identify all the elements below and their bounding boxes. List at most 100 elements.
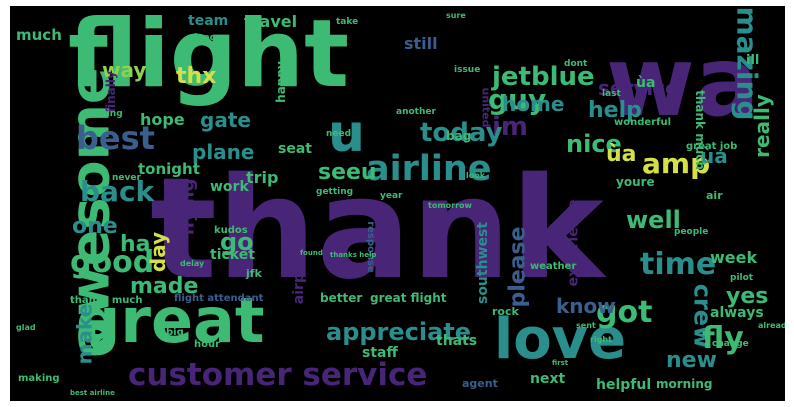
word-best-airline: best airline xyxy=(70,389,115,397)
word-better: better xyxy=(320,291,363,305)
word-look: look xyxy=(466,171,486,180)
word-know: know xyxy=(556,294,616,318)
word-ticket: ticket xyxy=(210,247,255,263)
word-need: need xyxy=(326,129,352,139)
word-wa: wa xyxy=(606,26,760,138)
word-issue: issue xyxy=(454,65,481,75)
word-airline: airline xyxy=(366,149,492,189)
word-always: always xyxy=(710,305,764,321)
word-make: make xyxy=(72,303,97,365)
word-thing: thing xyxy=(96,109,123,119)
word-seat: seat xyxy=(278,141,312,157)
word-experience: experience xyxy=(565,199,582,287)
word-much: much xyxy=(16,26,62,44)
word-hour: hour xyxy=(194,339,221,350)
word-great-flight: great flight xyxy=(370,291,447,305)
word-love: love xyxy=(494,307,627,372)
word-team: team xyxy=(188,13,229,29)
word-helpful: helpful xyxy=(596,377,652,393)
word-sent: sent xyxy=(576,321,596,330)
word-pilot: pilot xyxy=(730,273,754,283)
word-still: still xyxy=(404,34,438,53)
word-good: good xyxy=(70,245,155,280)
word-gate: gate xyxy=(200,108,251,132)
word-thanks-help: thanks help xyxy=(330,251,377,259)
word-great: great xyxy=(76,284,265,357)
word-really: really xyxy=(749,94,774,158)
word-wonderful: wonderful xyxy=(614,117,671,128)
word-trip: trip xyxy=(246,168,279,187)
word-tonight: tonight xyxy=(138,160,200,178)
word-go: go xyxy=(220,228,254,256)
word-made: made xyxy=(130,274,199,299)
word-year: year xyxy=(380,191,403,201)
word-change: change xyxy=(712,339,749,349)
word-home: home xyxy=(502,92,565,116)
word-u: u xyxy=(328,104,366,164)
word-best: best xyxy=(76,119,155,157)
word-yes: yes xyxy=(726,284,769,309)
word-week: week xyxy=(710,248,758,267)
word-im: im xyxy=(492,112,529,142)
word-way: way xyxy=(102,58,147,82)
word-customer-service: customer service xyxy=(128,357,428,393)
word-great-job: great job xyxy=(686,141,738,152)
word-right: right xyxy=(590,335,612,344)
word-ha: ha xyxy=(120,232,151,257)
word-found: found xyxy=(300,249,323,257)
word-day: day xyxy=(146,231,171,273)
word-happy: happy xyxy=(273,61,288,103)
word-cloud: thank flight wa awesome great love u air… xyxy=(10,6,785,401)
word-ill: ill xyxy=(746,53,760,68)
word-take: take xyxy=(336,17,359,27)
word-long: long xyxy=(194,33,217,43)
word-help: help xyxy=(588,98,642,123)
word-next: next xyxy=(530,371,566,387)
word-guy: guy xyxy=(488,83,547,116)
word-last: last xyxy=(602,89,621,99)
word-service: service xyxy=(598,76,679,100)
word-tomorrow: tomorrow xyxy=(428,201,472,210)
word-youre: youre xyxy=(616,175,655,189)
word-glad: glad xyxy=(16,323,36,332)
word-flight: flight xyxy=(68,6,350,109)
word-never: never xyxy=(112,173,141,183)
word-thanks-much: thanks much xyxy=(70,295,143,306)
word-well: well xyxy=(626,206,681,234)
word-jfk: jfk xyxy=(246,267,262,280)
word-thank-much: thank much xyxy=(692,90,707,170)
word-finally: finally xyxy=(103,71,118,113)
word-time: time xyxy=(640,247,717,282)
word-rock: rock xyxy=(492,305,519,318)
word-hope: hope xyxy=(140,110,185,129)
word-la: la xyxy=(220,49,230,59)
word-got: got xyxy=(596,295,653,330)
word-seeu: seeu xyxy=(318,160,377,185)
word-morning: morning xyxy=(656,377,713,391)
word-please: please xyxy=(505,226,531,308)
word-ua-3: ùa xyxy=(700,144,728,168)
word-making: making xyxy=(18,373,60,384)
word-air: air xyxy=(706,189,723,202)
word-airport: airport xyxy=(291,249,308,305)
word-work: work xyxy=(210,179,249,195)
word-thats: thats xyxy=(436,333,478,349)
word-already: already xyxy=(758,321,785,330)
word-weather: weather xyxy=(530,261,577,272)
word-delay: delay xyxy=(180,259,205,268)
word-nice: nice xyxy=(566,130,622,158)
word-amp: amp xyxy=(642,147,711,180)
word-united: united xyxy=(479,87,493,128)
word-flying: flying xyxy=(177,178,199,236)
word-bag: bag xyxy=(446,129,472,143)
word-back: back xyxy=(80,175,155,208)
word-new: new xyxy=(666,348,717,373)
word-thank: thank xyxy=(150,148,604,311)
word-agent: agent xyxy=(462,377,498,390)
word-sure: sure xyxy=(446,11,466,20)
word-big: big xyxy=(166,327,184,338)
word-jetblue: jetblue xyxy=(492,62,595,92)
word-staff: staff xyxy=(362,345,398,361)
word-thx: thx xyxy=(176,64,217,89)
